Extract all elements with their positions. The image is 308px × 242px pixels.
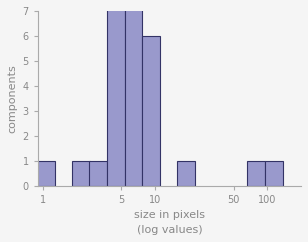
Y-axis label: components: components <box>7 64 17 133</box>
Bar <box>142 36 160 186</box>
Bar <box>265 161 283 186</box>
Bar <box>177 161 195 186</box>
Bar <box>124 0 142 186</box>
X-axis label: size in pixels
(log values): size in pixels (log values) <box>134 210 205 235</box>
Bar <box>90 161 107 186</box>
Bar <box>72 161 90 186</box>
Bar <box>107 0 125 186</box>
Bar <box>247 161 265 186</box>
Bar <box>37 161 55 186</box>
